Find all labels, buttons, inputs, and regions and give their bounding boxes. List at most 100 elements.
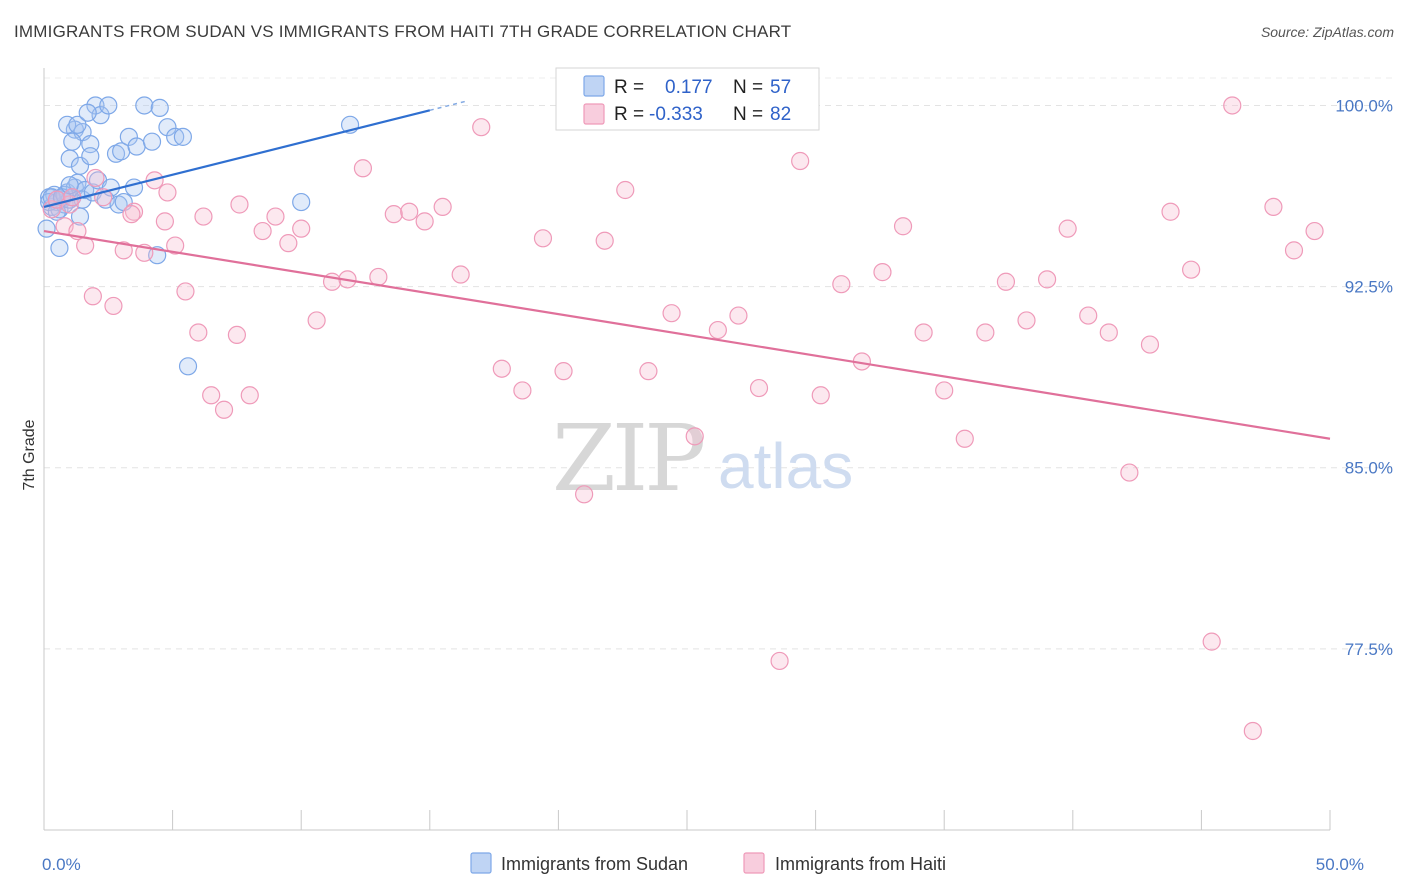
point-haiti (1140, 335, 1160, 354)
x-tick-label: 0.0% (42, 855, 81, 874)
point-sudan (37, 219, 56, 238)
stats-legend: R = 0.177 N = 57 R = -0.333 N = 82 (555, 67, 820, 131)
point-haiti (176, 282, 195, 301)
stats-n-value-sudan: 57 (770, 77, 791, 98)
point-haiti (400, 202, 419, 221)
point-haiti (996, 272, 1016, 291)
point-haiti (279, 234, 298, 253)
point-haiti (893, 217, 913, 236)
point-haiti (1161, 202, 1180, 221)
point-haiti (1243, 721, 1262, 741)
legend-label-sudan: Immigrants from Sudan (501, 854, 688, 874)
y-tick-label: 77.5% (1345, 640, 1393, 659)
y-tick-label: 100.0% (1335, 96, 1393, 115)
y-axis-title: 7th Grade (21, 419, 38, 490)
point-sudan (150, 98, 169, 117)
point-haiti (492, 359, 511, 378)
y-tick-labels: 100.0% 92.5% 85.0% 77.5% (1335, 96, 1393, 658)
point-sudan (127, 137, 146, 156)
point-haiti (533, 229, 553, 248)
point-haiti (83, 287, 102, 306)
point-haiti (86, 168, 105, 188)
point-haiti (873, 263, 892, 282)
stats-n-value-haiti: 82 (770, 104, 791, 125)
point-haiti (1017, 311, 1036, 330)
point-haiti (1182, 260, 1201, 279)
x-tick-labels: 0.0% 50.0% (42, 855, 1364, 874)
point-haiti (1079, 306, 1098, 325)
stats-r-label-sudan: R = (614, 77, 644, 98)
point-haiti (616, 180, 635, 200)
point-haiti (1120, 463, 1139, 482)
point-haiti (595, 231, 614, 250)
point-sudan (119, 127, 138, 146)
watermark: ZIP atlas (552, 405, 853, 512)
point-haiti (266, 207, 285, 226)
point-haiti (935, 381, 954, 400)
point-haiti (575, 485, 594, 504)
trend-line-haiti (43, 229, 1331, 440)
point-haiti (1305, 221, 1324, 241)
point-haiti (253, 221, 272, 241)
watermark-atlas: atlas (718, 430, 853, 502)
stats-n-label-haiti: N = (733, 104, 763, 125)
point-haiti (384, 205, 403, 224)
x-tick-label: 50.0% (1316, 855, 1364, 874)
point-haiti (513, 381, 532, 400)
point-haiti (1284, 241, 1304, 260)
point-haiti (685, 427, 704, 446)
watermark-zip: ZIP (552, 405, 703, 512)
stats-r-label-haiti: R = (614, 104, 644, 125)
point-haiti (369, 267, 388, 287)
y-tick-label: 85.0% (1345, 459, 1393, 478)
point-haiti (433, 197, 452, 217)
point-haiti (202, 386, 221, 405)
point-haiti (214, 400, 234, 419)
point-haiti (415, 212, 434, 231)
point-haiti (166, 236, 185, 255)
point-haiti (554, 362, 573, 381)
point-sudan (63, 132, 82, 151)
legend-swatch-sudan (470, 852, 492, 874)
point-haiti (729, 306, 748, 325)
point-sudan (173, 127, 192, 146)
point-haiti (227, 325, 246, 345)
stats-n-label-sudan: N = (733, 77, 763, 98)
point-haiti (104, 296, 123, 316)
point-haiti (708, 320, 727, 340)
point-haiti (791, 151, 810, 171)
point-sudan (81, 147, 100, 166)
trend-line-sudan (43, 109, 431, 208)
point-haiti (1058, 219, 1077, 238)
point-haiti (155, 212, 174, 231)
point-haiti (811, 386, 830, 405)
series-legend: Immigrants from Sudan Immigrants from Ha… (470, 852, 946, 874)
point-haiti (158, 183, 177, 202)
legend-label-haiti: Immigrants from Haiti (775, 854, 946, 874)
point-sudan (292, 192, 311, 212)
point-haiti (749, 378, 769, 398)
point-sudan (124, 178, 144, 197)
point-haiti (955, 429, 974, 448)
point-haiti (194, 207, 213, 226)
point-haiti (1264, 197, 1283, 217)
point-haiti (451, 265, 470, 284)
point-haiti (122, 205, 141, 224)
point-sudan (135, 96, 154, 115)
point-sudan (50, 238, 69, 258)
point-haiti (124, 202, 144, 221)
point-haiti (832, 275, 851, 294)
point-haiti (292, 219, 311, 238)
legend-swatch-haiti (743, 852, 765, 874)
point-haiti (114, 241, 133, 260)
point-haiti (1037, 270, 1057, 289)
point-haiti (1202, 632, 1221, 651)
source-label: Source: ZipAtlas.com (1260, 24, 1394, 40)
point-haiti (472, 118, 491, 137)
point-sudan (158, 118, 177, 137)
point-sudan (68, 115, 87, 134)
point-sudan (78, 103, 97, 122)
stats-swatch-haiti (583, 103, 605, 125)
point-sudan (99, 96, 118, 115)
